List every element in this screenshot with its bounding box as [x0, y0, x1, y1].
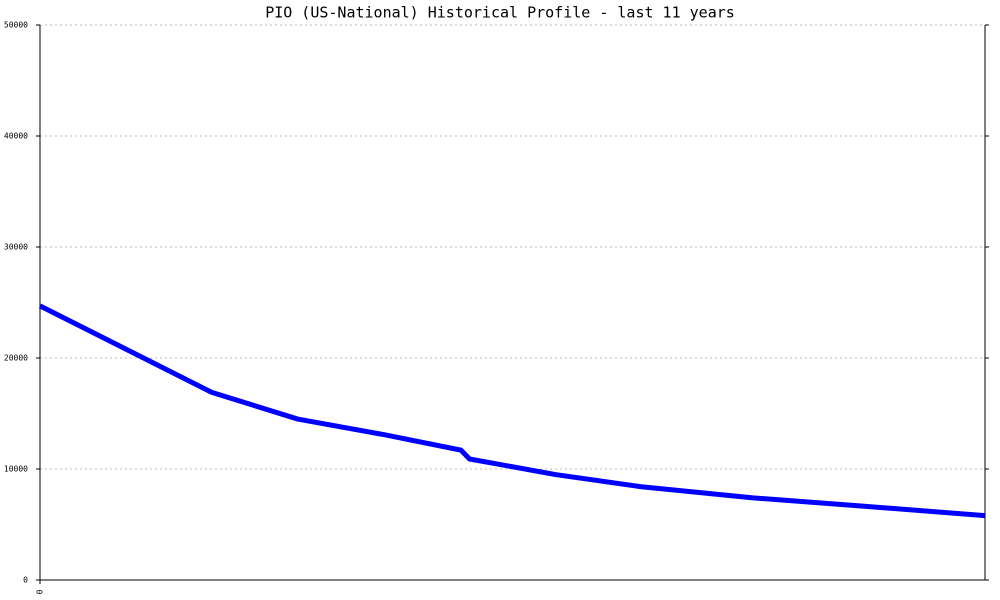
data-line — [38, 303, 986, 519]
chart-title: PIO (US-National) Historical Profile - l… — [265, 4, 735, 22]
y-tick-label: 10000 — [4, 465, 28, 474]
y-tick-label: 50000 — [4, 21, 28, 30]
y-tick-label: 20000 — [4, 354, 28, 363]
x-tick-label: 0 — [36, 589, 45, 594]
y-tick-label: 30000 — [4, 243, 28, 252]
y-tick-label: 40000 — [4, 132, 28, 141]
y-tick-label: 0 — [23, 576, 28, 585]
